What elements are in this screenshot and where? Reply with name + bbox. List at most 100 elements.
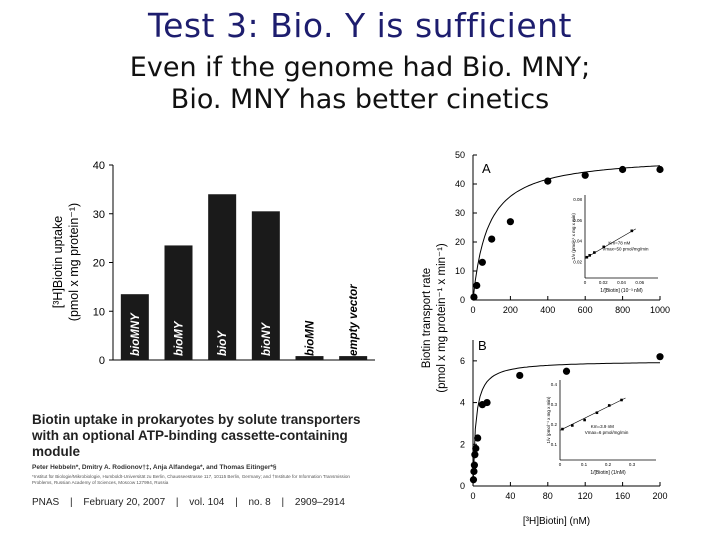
y-tick-label: 0: [460, 295, 465, 305]
x-tick-label: 600: [578, 305, 593, 315]
y-tick-label: 20: [93, 258, 105, 270]
inset-x-tick-label: 0.02: [599, 280, 608, 285]
inset-y-tick-label: 0.1: [551, 442, 558, 447]
x-tick-label: 0: [470, 305, 475, 315]
bar-ylabel-line-2: (pmol x mg protein⁻¹): [67, 203, 81, 321]
y-tick-label: 0: [460, 481, 465, 491]
bar-label: bioMY: [174, 320, 186, 356]
fit-curve: [472, 165, 661, 301]
inset-data-point: [620, 398, 623, 402]
data-point: [474, 434, 482, 442]
y-tick-label: 6: [460, 356, 465, 366]
data-point: [472, 444, 480, 453]
data-point: [656, 353, 664, 361]
inset-x-tick-label: 0.06: [635, 280, 644, 285]
data-point: [469, 476, 478, 484]
separator: |: [235, 497, 238, 508]
inset-background: [546, 376, 660, 478]
x-tick-label: 400: [540, 305, 555, 315]
bar-bioMNY: [120, 294, 149, 360]
data-point: [562, 367, 571, 375]
x-axis-label: [³H]Biotin] (nM): [523, 516, 590, 527]
citation-block: Biotin uptake in prokaryotes by solute t…: [32, 412, 362, 486]
x-tick-label: 160: [615, 491, 630, 501]
inset-x-tick-label: 0: [584, 280, 587, 285]
inset-data-point: [561, 427, 564, 431]
bar-bioMN: [295, 356, 324, 360]
inset-data-point: [630, 229, 634, 233]
inset-vmax-text: Vmax=50 pmol/mg/min: [602, 247, 649, 252]
x-tick-label: 800: [615, 305, 630, 315]
y-tick-label: 20: [455, 237, 465, 247]
inset-y-tick-label: 0.4: [551, 382, 558, 387]
y-tick-label: 40: [455, 179, 465, 189]
bar-bioMY: [164, 245, 193, 360]
bar-bioNY: [251, 211, 280, 360]
panel-b-chart: 0 2 4 6 0 40 80 120 160 200 B [³H]Biotin] (nM) 0.4 0.…: [460, 338, 668, 527]
journal-name: PNAS: [32, 497, 60, 508]
inset-x-label: 1/[Biotin] (1/nM): [590, 470, 626, 476]
x-tick-label: 40: [505, 491, 515, 501]
bar-empty-vector: [339, 356, 368, 360]
shared-ylabel: Biotin transport rate (pmol x mg protein⁻…: [421, 243, 448, 393]
inset-x-tick-label: 0.1: [581, 462, 588, 467]
y-tick-label: 50: [455, 150, 465, 160]
bar-bioY: [208, 194, 237, 360]
data-point: [516, 371, 524, 380]
inset-y-tick-label: 0.06: [573, 218, 582, 223]
inset-x-label: 1/[Biotin] (10⁻³ nM): [600, 288, 643, 294]
y-tick-label: 10: [93, 306, 105, 318]
journal-volume: vol. 104: [189, 497, 225, 508]
inset-data-point: [585, 255, 589, 259]
bar-label: bioMNY: [130, 312, 142, 356]
inset-data-point: [607, 404, 611, 407]
subtitle-line-2: Bio. MNY has better cinetics: [170, 84, 550, 115]
slide-subtitle: Even if the genome had Bio. MNY; Bio. MN…: [0, 52, 720, 116]
inset-x-tick-label: 0: [559, 462, 562, 467]
bar-chart: 0 10 20 30 40 bioMNY bioMY bioY bioNY bioMN empty …: [51, 160, 375, 367]
y-tick-label: 40: [93, 160, 105, 172]
journal-date: February 20, 2007: [83, 497, 166, 508]
journal-pages: 2909–2914: [294, 497, 345, 508]
inset-km-text: Km=3.9 nM: [591, 424, 614, 429]
y-tick-label: 2: [460, 439, 465, 449]
data-point: [471, 451, 479, 459]
bar-label: empty vector: [348, 284, 360, 356]
data-point: [581, 171, 589, 179]
inset-x-tick-label: 0.3: [629, 462, 636, 467]
citation-journal-line: PNAS | February 20, 2007 | vol. 104 | no…: [32, 497, 353, 508]
inset-y-tick-label: 0.08: [573, 197, 582, 202]
separator: |: [175, 497, 179, 508]
inset-x-tick-label: 0.2: [605, 462, 612, 467]
inset-data-point: [593, 251, 596, 254]
citation-authors: Peter Hebbeln*, Dmitry A. Rodionov†‡, An…: [32, 464, 277, 471]
inset-data-point: [588, 254, 591, 257]
inset-data-point: [595, 411, 599, 415]
data-point: [470, 461, 479, 469]
y-tick-label: 10: [455, 266, 465, 276]
transport-ylabel-line-1: Biotin transport rate: [421, 268, 433, 368]
bar-ylabel-line-1: [³H]Biotin uptake: [51, 216, 65, 308]
inset-y-label: 1/v (pmol⁻¹ x mg x min): [571, 213, 576, 260]
data-point: [478, 258, 486, 266]
inset-data-point: [571, 424, 574, 427]
inset-data-point: [602, 245, 606, 249]
y-tick-label: 0: [99, 355, 105, 367]
bar-label: bioMN: [305, 320, 317, 356]
inset-data-point: [583, 418, 586, 422]
data-point: [473, 281, 481, 290]
x-tick-label: 200: [503, 305, 518, 315]
citation-affiliation: *Institut für Biologie/Mikrobiologie, Hu…: [32, 474, 350, 485]
inset-y-tick-label: 0.02: [573, 259, 582, 264]
transport-ylabel-line-2: (pmol x mg protein⁻¹ x min⁻¹): [436, 243, 448, 393]
data-point: [656, 165, 664, 174]
data-point: [470, 293, 478, 301]
bar-label: bioNY: [261, 321, 273, 356]
x-tick-label: 0: [470, 491, 475, 501]
x-tick-label: 200: [652, 491, 667, 501]
inset-y-tick-label: 0.2: [551, 422, 558, 427]
y-tick-label: 30: [455, 208, 465, 218]
fit-curve: [472, 362, 660, 487]
inset-x-tick-label: 0.04: [617, 280, 626, 285]
